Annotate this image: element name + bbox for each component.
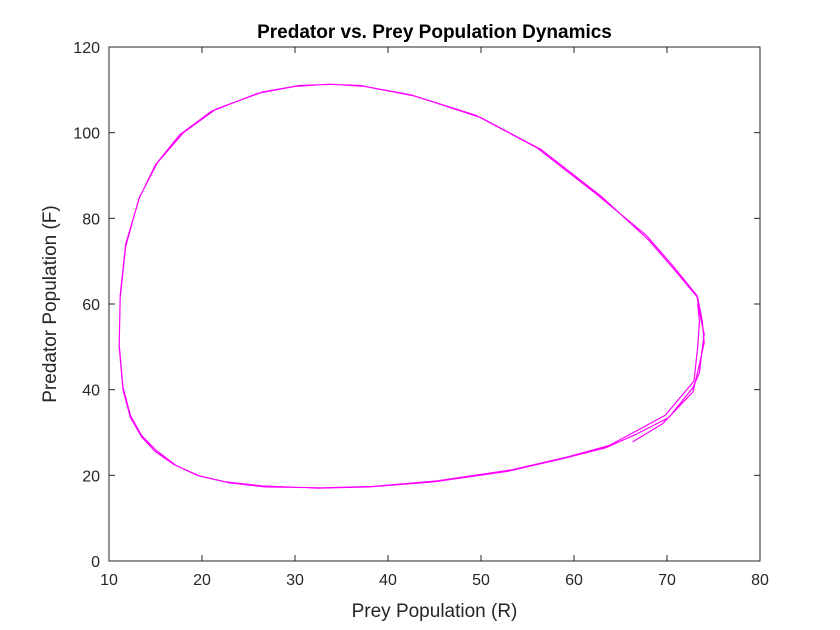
- y-axis: 0 20 40 60 80 100 120: [73, 40, 760, 571]
- x-tick-label: 20: [193, 572, 211, 589]
- x-tick-label: 30: [286, 572, 304, 589]
- y-tick-label: 40: [82, 383, 100, 400]
- y-tick-label: 80: [82, 211, 100, 228]
- series-layer: [118, 83, 705, 489]
- y-tick-label: 60: [82, 297, 100, 314]
- x-tick-label: 40: [379, 572, 397, 589]
- chart-title: Predator vs. Prey Population Dynamics: [257, 22, 612, 43]
- y-tick-label: 100: [73, 126, 100, 143]
- y-tick-label: 20: [82, 468, 100, 485]
- x-tick-label: 50: [472, 572, 490, 589]
- y-tick-label: 120: [73, 40, 100, 57]
- x-tick-label: 60: [565, 572, 583, 589]
- y-axis-label: Predator Population (F): [40, 205, 61, 403]
- series-line-0: [118, 83, 705, 489]
- plot-area: [109, 47, 760, 561]
- x-tick-label: 80: [751, 572, 769, 589]
- y-tick-label: 0: [91, 554, 100, 571]
- x-tick-label: 70: [658, 572, 676, 589]
- x-tick-label: 10: [100, 572, 118, 589]
- x-axis-label: Prey Population (R): [352, 601, 518, 622]
- x-axis: 10 20 30 40 50 60 70 80: [100, 47, 769, 589]
